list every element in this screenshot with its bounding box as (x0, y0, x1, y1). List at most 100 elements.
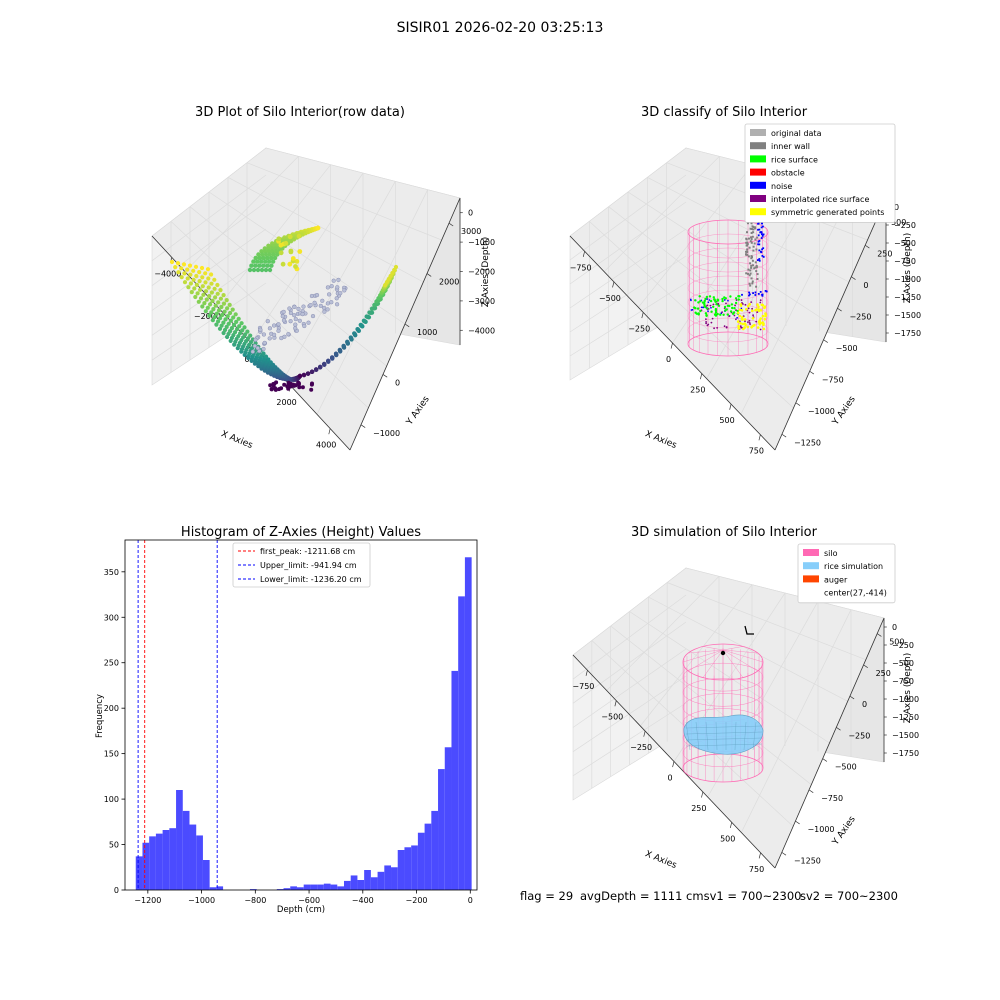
p2-legend-label: original data (771, 129, 822, 138)
p2-z-tick-label: −1000 (894, 275, 921, 284)
p4-z-tick-label: −1500 (892, 731, 919, 740)
p2-rice-point (703, 299, 706, 303)
p3-y-tick-label: 50 (109, 841, 119, 850)
p1-scan-point (255, 346, 260, 351)
p1-scan-point (206, 276, 211, 281)
p4-x-tick-label: 250 (691, 804, 706, 813)
p2-interp-point (747, 321, 749, 323)
p1-scan-point (272, 255, 278, 261)
p2-rice-point (726, 313, 729, 316)
p1-x-tick-label: −4000 (154, 269, 181, 278)
p2-symmetric-point (759, 309, 763, 312)
p2-rice-point (717, 304, 721, 307)
p1-scan-point (233, 330, 238, 335)
p4-x-tick (729, 822, 733, 829)
p2-inner-wall-point (755, 248, 758, 251)
p2-inner-wall-point (752, 249, 755, 252)
p2-inner-wall-point (746, 248, 749, 251)
p1-scan-point (188, 281, 193, 286)
p2-noise-point (702, 306, 704, 309)
p1-y-tick-label: 1000 (417, 328, 437, 337)
p1-scan-point (259, 259, 264, 264)
p1-scan-point (333, 351, 339, 356)
p2-noise-point (758, 243, 761, 246)
p1-scan-point (308, 303, 313, 308)
p2-symmetric-point (738, 308, 742, 312)
p2-inner-wall-point (749, 272, 752, 275)
p2-legend-label: inner wall (771, 142, 810, 151)
p2-inner-wall-point (750, 255, 753, 258)
p2-inner-wall-point (745, 272, 748, 275)
p1-scan-point (310, 369, 315, 374)
p1-scan-point (210, 298, 215, 303)
p1-scan-point (286, 383, 291, 388)
p1-scan-point (221, 301, 227, 306)
p4-rice-mesh (685, 725, 763, 729)
p2-rice-point (713, 313, 717, 316)
p2-symmetric-point (758, 322, 761, 326)
p2-y-tick-label: −1250 (794, 438, 821, 447)
p1-scan-point (290, 256, 296, 261)
p2-rice-point (705, 314, 708, 317)
p2-inner-wall-point (756, 278, 759, 280)
p3-hist-bar (182, 810, 190, 890)
p2-x-axis-label: X Axies (643, 429, 678, 451)
p1-scan-point (193, 294, 198, 300)
p1-scan-point (223, 317, 228, 322)
p1-scan-point (318, 364, 323, 369)
p1-scan-point (297, 318, 302, 323)
p1-scan-point (211, 307, 216, 312)
p1-scan-point (200, 304, 205, 309)
p2-noise-point (762, 225, 764, 228)
p2-interp-point (744, 303, 747, 306)
p2-interp-point (756, 311, 759, 313)
p2-rice-point (693, 306, 696, 309)
p3-hist-bar (149, 836, 156, 890)
p1-scan-point (194, 273, 199, 279)
p2-inner-wall-point (755, 270, 758, 273)
p1-scan-point (322, 309, 327, 314)
p2-y-tick-label: −750 (822, 375, 844, 384)
p2-noise-point (748, 294, 750, 297)
p1-scan-point (228, 310, 233, 316)
p1-scan-point (202, 301, 207, 306)
p4-z-tick-label: −1000 (892, 695, 919, 704)
p1-scan-point (322, 361, 327, 366)
p1-scan-point (272, 332, 277, 337)
p3-hist-bar (451, 670, 459, 890)
p2-legend-swatch (750, 181, 766, 189)
p2-noise-point (758, 259, 761, 262)
p1-scan-point (306, 320, 311, 325)
p2-inner-wall-point (745, 253, 748, 256)
p3-hist-bar (323, 883, 331, 890)
p1-scan-point (300, 312, 305, 317)
p1-y-tick-label: 0 (395, 378, 400, 387)
p2-symmetric-point (745, 308, 748, 311)
p3-hist-bar (189, 824, 197, 890)
p1-scan-point (301, 372, 307, 378)
p2-inner-wall-point (754, 261, 757, 264)
p1-scan-point (282, 382, 287, 387)
p1-scan-point (238, 331, 243, 336)
p2-inner-wall-point (749, 227, 752, 230)
p2-symmetric-point (756, 303, 759, 306)
p1-scan-point (280, 314, 285, 319)
p2-noise-point (761, 222, 763, 225)
panel2-title: 3D classify of Silo Interior (641, 105, 808, 120)
p2-legend-label: noise (771, 182, 792, 191)
p1-scan-point (281, 309, 286, 314)
p1-scan-point (181, 262, 187, 267)
p2-interp-point (748, 322, 751, 324)
p2-inner-wall-point (747, 222, 749, 225)
p1-y-tick-label: 2000 (439, 278, 459, 287)
p4-silo-roof-rib (682, 649, 724, 663)
p1-scan-point (278, 250, 284, 256)
p1-scan-point (294, 259, 300, 264)
p2-interp-point (705, 321, 707, 323)
p3-hist-bar (155, 833, 163, 890)
p2-rice-point (730, 303, 734, 306)
p1-scan-point (261, 351, 266, 356)
p3-hist-bar (290, 886, 297, 890)
p2-legend-swatch (750, 168, 766, 176)
p4-z-tick-label: −750 (892, 677, 914, 686)
